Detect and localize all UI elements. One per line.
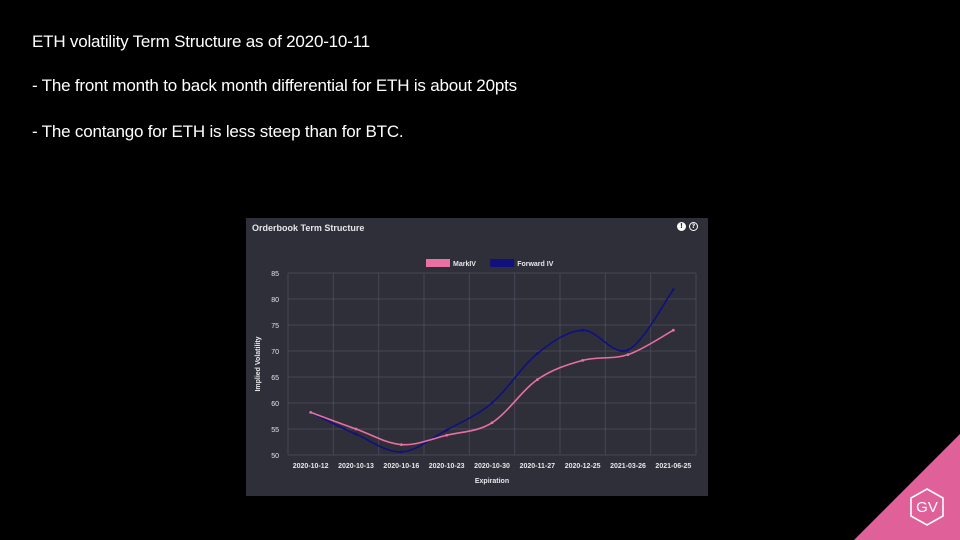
x-tick-label: 2020-10-16 xyxy=(383,463,419,470)
data-point-markiv xyxy=(490,421,494,425)
panel-title: Orderbook Term Structure xyxy=(252,223,365,233)
x-axis-label: Expiration xyxy=(475,478,509,485)
y-tick-label: 60 xyxy=(271,401,279,408)
slide-title: ETH volatility Term Structure as of 2020… xyxy=(32,32,370,51)
chart-panel: Orderbook Term Structure ! ? 50 55 60 65 70 7… xyxy=(246,218,708,496)
y-tick-label: 55 xyxy=(271,427,279,434)
x-tick-label: 2021-03-26 xyxy=(610,463,646,470)
hexagon-icon xyxy=(910,488,944,526)
y-axis-label: Implied Volatility xyxy=(255,336,262,391)
legend-label: Forward IV xyxy=(517,261,554,268)
y-tick-label: 75 xyxy=(271,323,279,330)
x-tick-label: 2021-06-25 xyxy=(655,463,691,470)
series-line-markiv xyxy=(310,329,674,446)
data-point-forward-iv xyxy=(445,428,449,432)
y-tick-label: 50 xyxy=(271,453,279,460)
x-tick-label: 2020-10-13 xyxy=(338,463,374,470)
data-point-markiv xyxy=(309,410,313,414)
data-point-forward-iv xyxy=(626,348,630,352)
x-tick-label: 2020-12-25 xyxy=(565,463,601,470)
exclamation-circle-icon[interactable]: ! xyxy=(677,222,686,231)
question-circle-icon[interactable]: ? xyxy=(689,222,698,231)
data-point-markiv xyxy=(671,328,675,332)
data-point-forward-iv xyxy=(354,432,358,436)
term-structure-chart: 50 55 60 65 70 75 80 85 2020-10-12 2020-10-13 2020… xyxy=(255,259,697,485)
y-tick-label: 85 xyxy=(271,271,279,278)
x-tick-label: 2020-10-23 xyxy=(429,463,465,470)
x-tick-label: 2020-10-12 xyxy=(293,463,329,470)
legend-label: MarkIV xyxy=(453,261,476,268)
data-point-markiv xyxy=(626,353,630,357)
legend-swatch xyxy=(426,259,450,267)
legend-swatch xyxy=(490,259,515,267)
data-point-forward-iv xyxy=(399,450,403,454)
data-point-markiv xyxy=(535,378,539,381)
series-line-forward-iv xyxy=(310,289,674,453)
bullet-differential: - The front month to back month differen… xyxy=(32,76,517,95)
data-point-forward-iv xyxy=(490,401,494,405)
logo-text: GV xyxy=(916,499,938,516)
bullet-contango: - The contango for ETH is less steep tha… xyxy=(32,122,404,141)
data-point-forward-iv xyxy=(535,352,539,355)
panel-icons: ! ? xyxy=(677,222,698,231)
data-point-markiv xyxy=(399,443,403,446)
data-point-forward-iv xyxy=(581,328,585,332)
x-tick-label: 2020-10-30 xyxy=(474,463,510,470)
y-tick-label: 80 xyxy=(271,297,279,304)
x-tick-label: 2020-11-27 xyxy=(520,463,556,470)
gv-logo: GV xyxy=(854,434,960,540)
data-point-markiv xyxy=(581,358,585,362)
data-point-markiv xyxy=(445,433,449,437)
logo-triangle xyxy=(854,434,960,540)
data-point-markiv xyxy=(354,427,358,431)
data-point-forward-iv xyxy=(671,288,675,292)
y-tick-label: 65 xyxy=(271,375,279,382)
y-tick-label: 70 xyxy=(271,349,279,356)
